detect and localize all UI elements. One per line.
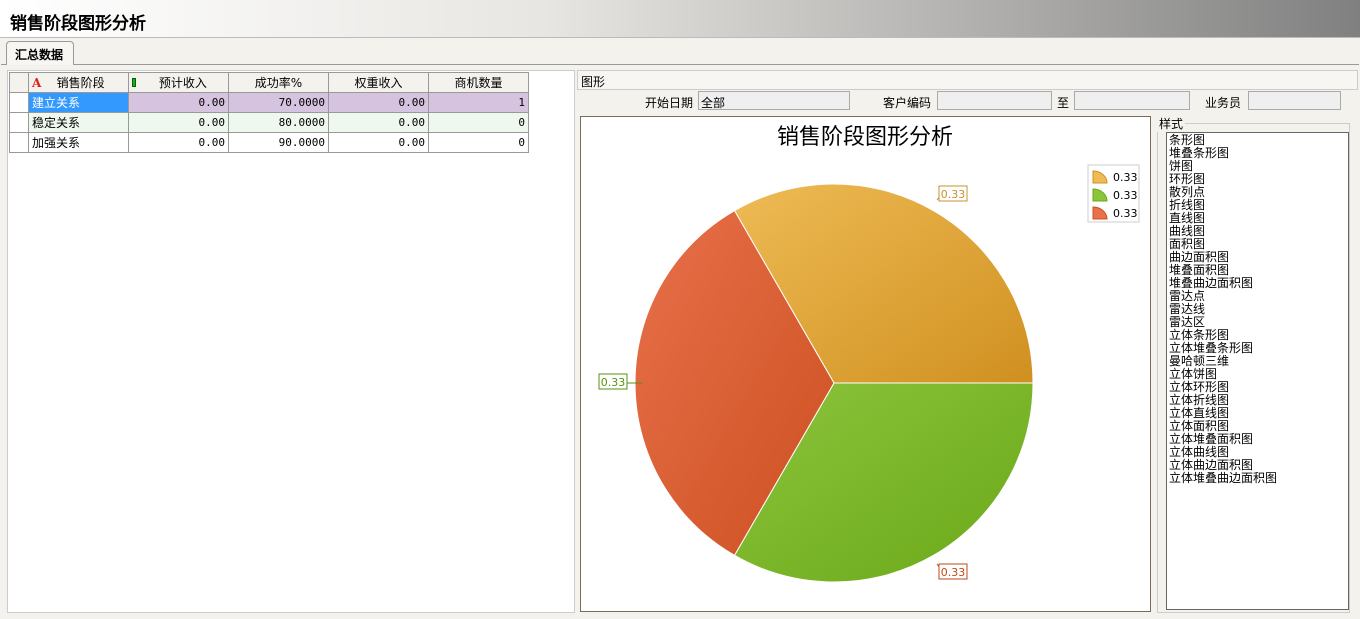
- row-indicator[interactable]: [9, 112, 29, 133]
- data-label: 0.33: [941, 566, 966, 579]
- customer-code-from-field[interactable]: [937, 91, 1052, 110]
- table-header: A 销售阶段 预计收入 成功率% 权重收入 商机数量: [9, 72, 529, 93]
- row-indicator-header: [9, 72, 29, 93]
- data-label-box: [598, 373, 628, 390]
- customer-code-to-field[interactable]: [1074, 91, 1190, 110]
- style-list-item[interactable]: 立体堆叠曲边面积图: [1169, 471, 1278, 485]
- style-list-item[interactable]: 环形图: [1169, 172, 1206, 186]
- data-label: 0.33: [941, 188, 966, 201]
- style-list-item[interactable]: 饼图: [1169, 159, 1194, 173]
- text-type-icon: A: [32, 76, 42, 90]
- tab-panel: [1, 64, 1359, 619]
- legend-label: 0.33: [1113, 171, 1138, 184]
- col-stage[interactable]: A 销售阶段: [28, 72, 129, 93]
- style-list-item[interactable]: 立体堆叠面积图: [1169, 432, 1254, 446]
- style-list-item[interactable]: 立体堆叠条形图: [1169, 341, 1254, 355]
- col-success-rate[interactable]: 成功率%: [228, 72, 329, 93]
- salesman-field[interactable]: [1248, 91, 1341, 110]
- table-cell[interactable]: 建立关系: [28, 92, 129, 113]
- style-list-item[interactable]: 雷达区: [1169, 315, 1206, 329]
- start-date-field[interactable]: 全部: [698, 91, 850, 110]
- style-list-item[interactable]: 散列点: [1169, 185, 1206, 199]
- pie-slice: [733, 382, 1034, 583]
- table-cell[interactable]: 70.0000: [228, 92, 329, 113]
- style-list-item[interactable]: 雷达线: [1169, 302, 1206, 316]
- style-list-item[interactable]: 立体折线图: [1169, 393, 1230, 407]
- style-list-item[interactable]: 立体条形图: [1169, 328, 1230, 342]
- style-list-item[interactable]: 立体环形图: [1169, 380, 1230, 394]
- table-cell[interactable]: 0.00: [128, 132, 229, 153]
- table-cell[interactable]: 0.00: [128, 92, 229, 113]
- col-weighted-income[interactable]: 权重收入: [328, 72, 429, 93]
- table-cell[interactable]: 0: [428, 112, 529, 133]
- legend-label: 0.33: [1113, 207, 1138, 220]
- table-row[interactable]: 加强关系 0.00 90.0000 0.00 0: [9, 132, 529, 153]
- customer-code-label: 客户编码: [883, 96, 932, 110]
- legend-swatch: [1092, 170, 1108, 184]
- row-indicator[interactable]: [9, 132, 29, 153]
- data-label-box: [938, 185, 968, 202]
- table-cell[interactable]: 0.00: [128, 112, 229, 133]
- legend-swatch: [1092, 188, 1108, 202]
- table-cell[interactable]: 稳定关系: [28, 112, 129, 133]
- legend-swatch: [1092, 206, 1108, 220]
- style-list-item[interactable]: 立体面积图: [1169, 419, 1230, 433]
- style-list-item[interactable]: 曲线图: [1169, 224, 1206, 238]
- style-list-item[interactable]: 雷达点: [1169, 289, 1206, 303]
- chart-panel: 图形 开始日期 全部 客户编码 至 业务员 销售阶段图形分析 0.33 0.33 0…: [577, 70, 1358, 613]
- chart-title: 销售阶段图形分析: [777, 125, 953, 150]
- style-list-item[interactable]: 直线图: [1169, 211, 1206, 225]
- chart-style-list[interactable]: 条形图 堆叠条形图 饼图 环形图 散列点 折线图 直线图 曲线图 面积图 曲边面积图 堆叠面积图 堆叠…: [1166, 132, 1349, 610]
- style-list-item[interactable]: 堆叠条形图: [1169, 146, 1230, 160]
- style-list-item[interactable]: 堆叠曲边面积图: [1169, 276, 1254, 290]
- table-cell[interactable]: 加强关系: [28, 132, 129, 153]
- panel-title: 图形: [577, 70, 1358, 90]
- data-label-box: [938, 563, 968, 580]
- table-cell[interactable]: 80.0000: [228, 112, 329, 133]
- style-list-item[interactable]: 立体曲线图: [1169, 445, 1230, 459]
- pie-slice: [733, 183, 1034, 384]
- table-cell[interactable]: 0: [428, 132, 529, 153]
- to-label: 至: [1057, 96, 1070, 110]
- window-title: 销售阶段图形分析: [10, 14, 146, 34]
- title-bar: 销售阶段图形分析: [0, 0, 1360, 38]
- style-list-item[interactable]: 曲边面积图: [1169, 250, 1230, 264]
- col-expected-income[interactable]: 预计收入: [128, 72, 229, 93]
- summary-grid[interactable]: A 销售阶段 预计收入 成功率% 权重收入 商机数量 建立关系 0.00 70.00…: [7, 70, 575, 613]
- numeric-type-icon: [132, 78, 136, 87]
- pie-chart-svg: 销售阶段图形分析 0.33 0.33 0.33 0.33 0.33 0.33: [598, 125, 1140, 583]
- start-date-label: 开始日期: [645, 96, 694, 110]
- style-list-item[interactable]: 立体直线图: [1169, 406, 1230, 420]
- style-list-item[interactable]: 立体曲边面积图: [1169, 458, 1254, 472]
- data-label: 0.33: [601, 376, 626, 389]
- table-cell[interactable]: 0.00: [328, 132, 429, 153]
- table-cell[interactable]: 1: [428, 92, 529, 113]
- style-list-item[interactable]: 立体饼图: [1169, 367, 1218, 381]
- style-list-item[interactable]: 面积图: [1169, 237, 1206, 251]
- table-row[interactable]: 建立关系 0.00 70.0000 0.00 1: [9, 92, 529, 113]
- legend-label: 0.33: [1113, 189, 1138, 202]
- table-cell[interactable]: 0.00: [328, 92, 429, 113]
- table-cell[interactable]: 90.0000: [228, 132, 329, 153]
- style-list-item[interactable]: 条形图: [1169, 133, 1206, 147]
- row-indicator[interactable]: [9, 92, 29, 113]
- col-opportunity-count[interactable]: 商机数量: [428, 72, 529, 93]
- pie-chart: 销售阶段图形分析 0.33 0.33 0.33 0.33 0.33 0.33: [580, 116, 1151, 612]
- salesman-label: 业务员: [1205, 96, 1242, 110]
- style-label: 样式: [1157, 115, 1186, 132]
- style-group: [1157, 123, 1350, 613]
- style-list-item[interactable]: 折线图: [1169, 198, 1206, 212]
- table-cell[interactable]: 0.00: [328, 112, 429, 133]
- style-list-item[interactable]: 堆叠面积图: [1169, 263, 1230, 277]
- data-table: A 销售阶段 预计收入 成功率% 权重收入 商机数量 建立关系 0.00 70.00…: [9, 72, 529, 153]
- tab-summary[interactable]: 汇总数据: [6, 41, 74, 65]
- style-list-item[interactable]: 曼哈顿三维: [1169, 354, 1230, 368]
- table-row[interactable]: 稳定关系 0.00 80.0000 0.00 0: [9, 112, 529, 133]
